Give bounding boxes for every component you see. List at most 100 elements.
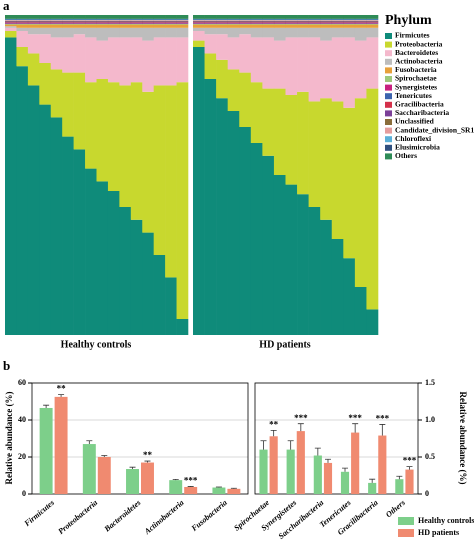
legend-title: Phylum: [385, 13, 432, 28]
bar-segment: [343, 23, 356, 24]
bar-segment: [130, 18, 143, 20]
x-axis-label: HD patients: [259, 339, 311, 350]
bar-segment: [50, 15, 63, 19]
bar-segment: [227, 22, 240, 23]
legend-label: Fusobacteria: [395, 65, 437, 74]
bar-segment: [119, 37, 132, 86]
bar-segment: [73, 23, 86, 25]
bar-segment: [130, 23, 143, 25]
y-axis-label: Relative abundance (%): [4, 392, 14, 485]
bar-segment: [354, 18, 367, 20]
bar-segment: [85, 20, 97, 22]
significance-label: ***: [184, 475, 198, 485]
bar-segment: [297, 20, 309, 21]
bar-segment: [331, 23, 344, 24]
bar-segment: [27, 23, 40, 25]
bar-segment: [27, 20, 40, 21]
bar-segment: [227, 20, 240, 21]
bar-segment: [96, 21, 109, 23]
bar-segment: [130, 82, 143, 220]
bar-segment: [239, 22, 252, 23]
bar-segment: [239, 27, 252, 35]
bar-segment: [193, 23, 205, 24]
bar-segment: [250, 19, 263, 21]
bar-segment: [193, 27, 205, 31]
bar-segment: [142, 22, 154, 24]
bar-segment: [285, 27, 298, 38]
bar-segment: [73, 20, 86, 22]
significance-label: **: [143, 450, 153, 460]
bar-segment: [176, 319, 189, 335]
bar-segment: [73, 23, 86, 24]
bar-segment: [308, 22, 321, 23]
bar-segment: [227, 24, 240, 28]
bar-segment: [96, 23, 109, 25]
bar-segment: [273, 20, 286, 22]
plot-frame: [31, 382, 249, 495]
bar-segment: [142, 232, 154, 335]
bar-segment: [119, 22, 132, 23]
bar-segment: [285, 22, 298, 24]
bar-segment: [39, 34, 52, 63]
bar-segment: [5, 31, 17, 38]
y-tick-label: 20: [18, 452, 26, 461]
bar-segment: [142, 27, 154, 41]
bar-segment: [107, 20, 120, 22]
bar-segment: [366, 15, 379, 19]
panel-label: b: [3, 358, 10, 373]
legend-label: Tenericutes: [395, 91, 432, 100]
bar-segment: [50, 20, 63, 21]
bar-segment: [165, 27, 177, 38]
x-tick-label: Actinobacteria: [142, 498, 186, 537]
bar-segment: [62, 21, 74, 23]
bar-segment: [5, 23, 17, 24]
legend-label: Others: [395, 151, 417, 160]
bar-segment: [176, 24, 189, 28]
bar-segment: [176, 18, 189, 20]
bar-segment: [27, 15, 40, 19]
bar-segment: [5, 24, 17, 27]
bar-segment: [354, 21, 367, 23]
bar-segment: [176, 20, 189, 22]
bar-segment: [193, 22, 205, 24]
bar-segment: [262, 27, 275, 38]
bar-segment: [320, 15, 333, 19]
error-bar: [172, 478, 179, 481]
bar-segment: [343, 20, 356, 21]
bar-segment: [308, 23, 321, 24]
bar-segment: [16, 27, 29, 31]
error-bar: [86, 440, 93, 445]
legend-swatch: [385, 110, 392, 117]
bar-segment: [62, 18, 74, 20]
bar-segment: [354, 287, 367, 335]
bar-segment: [354, 98, 367, 287]
bar-segment: [96, 19, 109, 21]
bar-segment: [165, 85, 177, 278]
bar-segment: [366, 20, 379, 22]
bar: [82, 444, 96, 494]
bar-segment: [62, 22, 74, 24]
bar: [340, 471, 350, 494]
bar-segment: [50, 69, 63, 118]
bar-segment: [165, 277, 177, 335]
bar-segment: [297, 21, 309, 23]
bar-segment: [27, 34, 40, 54]
bar-segment: [354, 22, 367, 23]
bar-segment: [343, 15, 356, 19]
bar-segment: [354, 27, 367, 41]
bar-segment: [297, 23, 309, 24]
bar-segment: [130, 23, 143, 24]
bar-segment: [320, 23, 333, 25]
bar-segment: [62, 136, 74, 335]
bar-segment: [176, 15, 189, 19]
bar-segment: [320, 98, 333, 220]
bar-segment: [331, 239, 344, 335]
bar-segment: [73, 15, 86, 19]
bar-segment: [216, 21, 228, 23]
bar-segment: [366, 23, 379, 24]
bar-segment: [285, 15, 298, 19]
bar-segment: [273, 22, 286, 23]
bar-segment: [366, 37, 379, 89]
bar-segment: [285, 21, 298, 23]
bar-segment: [85, 22, 97, 24]
